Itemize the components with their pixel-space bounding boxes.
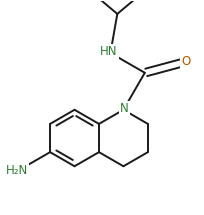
Text: O: O [181,55,191,68]
Text: N: N [120,102,129,115]
Text: H₂N: H₂N [6,164,28,177]
Text: HN: HN [100,45,118,58]
